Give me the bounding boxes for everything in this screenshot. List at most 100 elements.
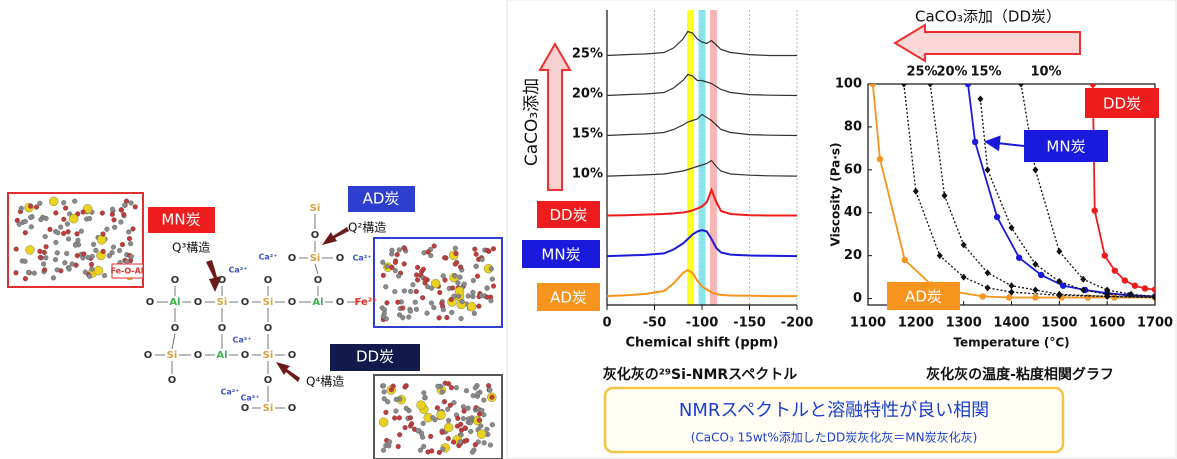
atom-ball xyxy=(439,389,445,395)
atom-ball xyxy=(422,276,428,282)
atom-ball xyxy=(457,439,463,445)
atom-ball xyxy=(428,253,434,259)
marker xyxy=(1151,286,1155,293)
atom-ball xyxy=(441,399,447,405)
atom-ball xyxy=(66,266,72,272)
atom-ball xyxy=(102,272,108,279)
spectrum-line xyxy=(606,268,797,298)
atom-ball xyxy=(93,247,99,253)
atom-ball xyxy=(380,272,386,278)
atom-ball xyxy=(380,313,386,320)
atom-ball xyxy=(417,447,424,453)
y-tick-label: 80 xyxy=(844,119,862,134)
y-tick-label: 40 xyxy=(844,205,862,220)
marker xyxy=(927,84,934,88)
marker xyxy=(1032,294,1039,301)
atom-ball xyxy=(16,221,22,227)
atom-ball xyxy=(442,255,448,261)
marker xyxy=(941,192,948,200)
marker xyxy=(1111,294,1118,301)
fe-o-al-box xyxy=(111,263,144,279)
atom-ball xyxy=(93,266,104,276)
dd-badge xyxy=(330,344,420,371)
atom-ball xyxy=(37,248,43,254)
atom-ball xyxy=(389,251,395,257)
atom-ball xyxy=(421,443,427,450)
atom-ball xyxy=(42,267,48,273)
atom-ball xyxy=(401,288,407,294)
atom-ball xyxy=(490,283,497,289)
atom-ball xyxy=(407,288,414,294)
marker xyxy=(1056,247,1063,255)
atom-ball xyxy=(467,302,477,312)
atom-ball xyxy=(414,264,421,271)
atom-ball xyxy=(421,390,427,396)
atom-ball xyxy=(470,393,476,399)
atom-label: O xyxy=(144,350,153,361)
marker xyxy=(1091,207,1098,214)
series-label: 10% xyxy=(572,167,603,182)
atom-ball xyxy=(110,244,116,250)
fe-o-al-label: Fe-O-Al xyxy=(110,267,143,276)
atom-ball xyxy=(476,303,482,309)
atom-ball xyxy=(461,408,467,414)
atom-ball xyxy=(53,239,59,246)
y-axis-title: Viscosity (Pa·s) xyxy=(829,143,843,247)
atom-label: Si xyxy=(167,350,178,361)
atom-ball xyxy=(81,251,87,257)
atom-ball xyxy=(457,264,464,270)
atom-ball xyxy=(446,381,452,387)
atom-ball xyxy=(414,272,420,278)
chart-caption: 灰化灰の温度-粘度相関グラフ xyxy=(926,366,1114,383)
atom-ball xyxy=(118,219,124,225)
atom-ball xyxy=(104,226,110,232)
series-label: DD炭 xyxy=(549,206,587,224)
bond xyxy=(171,333,176,350)
atom-ball xyxy=(396,415,402,421)
atom-ball xyxy=(72,198,78,204)
atom-ball xyxy=(38,217,44,223)
ad-label: AD炭 xyxy=(363,190,400,208)
atom-ball xyxy=(428,300,435,306)
atom-ball xyxy=(43,244,49,250)
mn-label: MN炭 xyxy=(161,211,200,229)
atom-ball xyxy=(50,275,56,281)
atom-ball xyxy=(392,415,398,421)
marker xyxy=(984,166,991,174)
atom-ball xyxy=(78,228,84,234)
atom-ball xyxy=(33,204,40,210)
atom-ball xyxy=(435,383,441,389)
atom-ball xyxy=(43,215,49,221)
atom-label: Ca²⁺ xyxy=(233,336,252,345)
marker xyxy=(1008,224,1015,232)
atom-ball xyxy=(74,231,80,237)
atom-ball xyxy=(452,261,458,267)
atom-ball xyxy=(66,236,72,242)
atom-ball xyxy=(394,252,400,258)
series-label: MN炭 xyxy=(541,246,580,264)
atom-label: Al xyxy=(169,297,180,308)
atom-ball xyxy=(378,417,389,427)
atom-ball xyxy=(106,253,112,259)
atom-ball xyxy=(401,261,407,267)
atom-ball xyxy=(409,421,415,427)
atom-ball xyxy=(55,230,61,236)
atom-ball xyxy=(100,231,106,237)
atom-ball xyxy=(43,255,49,261)
atom-ball xyxy=(429,285,435,291)
marker xyxy=(1101,252,1108,259)
marker xyxy=(960,241,967,249)
viscosity-line xyxy=(871,84,1155,299)
molecule-pictures xyxy=(13,196,497,455)
atom-label: Al xyxy=(216,350,227,361)
x-tick-label: 1200 xyxy=(898,316,934,331)
marker xyxy=(960,273,967,281)
q2-arrow xyxy=(322,227,349,245)
atom-ball xyxy=(385,399,391,405)
mn-badge xyxy=(148,207,215,233)
atom-label: O xyxy=(264,275,273,286)
atom-ball xyxy=(25,245,35,255)
atom-ball xyxy=(41,249,47,255)
